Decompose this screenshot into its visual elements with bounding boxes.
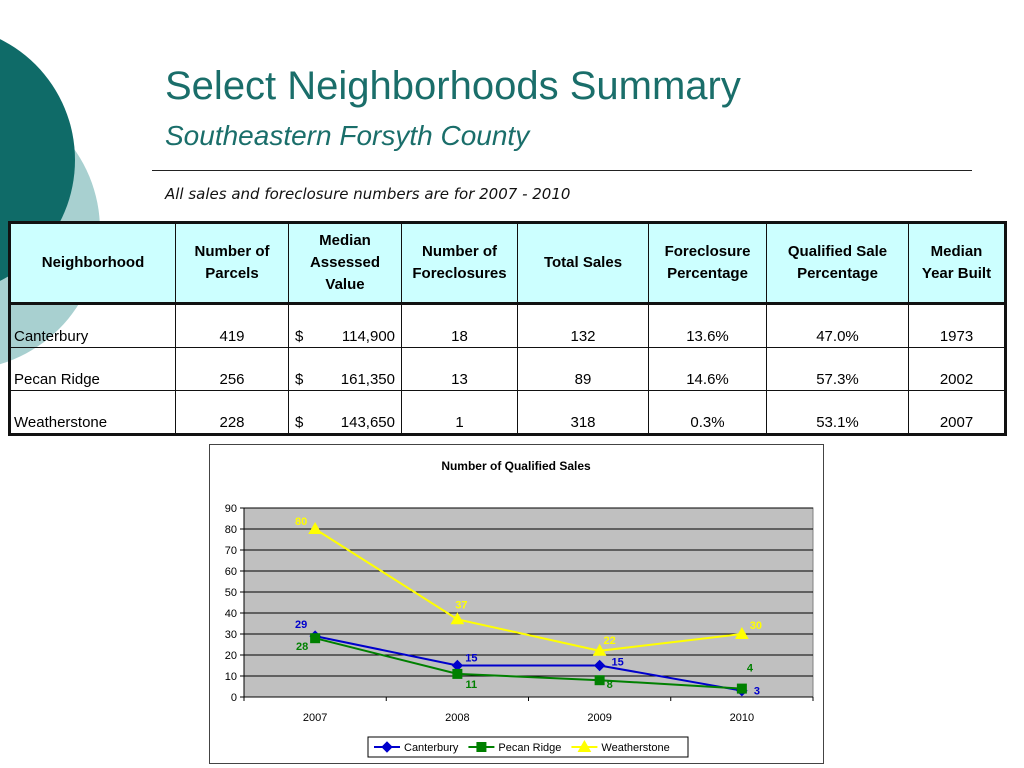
cell-year-built: 2007 [908,390,1006,435]
y-tick-label: 90 [225,503,237,515]
data-label: 22 [604,635,616,647]
data-label: 15 [612,657,624,669]
header-qualified-pct: Qualified Sale Percentage [766,222,909,305]
data-point-marker [736,683,747,694]
y-tick-label: 10 [225,671,237,683]
plot-area [243,507,814,698]
data-label: 11 [466,679,478,691]
data-point-marker [592,643,607,656]
x-tick-label: 2007 [303,712,327,724]
neighborhood-summary-table: Neighborhood Number of Parcels Median As… [8,221,1007,436]
header-parcels: Number of Parcels [175,222,289,305]
page-subtitle: Southeastern Forsyth County [165,120,530,151]
cell-total-sales: 89 [517,347,649,391]
cell-parcels: 419 [175,303,289,348]
currency-symbol: $ [295,328,304,345]
y-tick-label: 80 [225,524,237,536]
currency-symbol: $ [295,371,304,388]
data-label: 37 [455,599,467,611]
table-row: Canterbury 419 $114,900 18 132 13.6% 47.… [9,303,1006,348]
data-label: 3 [754,686,760,698]
cell-foreclosure-pct: 13.6% [648,303,767,348]
title-divider [152,170,972,171]
x-tick-label: 2009 [587,712,611,724]
value-amount: 161,350 [340,371,395,388]
cell-parcels: 228 [175,390,289,435]
table-header-row: Neighborhood Number of Parcels Median As… [9,222,1006,305]
y-tick-label: 30 [225,629,237,641]
data-label: 15 [465,653,477,665]
header-assessed-value: Median Assessed Value [288,222,402,305]
page-title: Select Neighborhoods Summary [165,64,741,108]
data-point-marker [593,659,606,672]
cell-neighborhood: Pecan Ridge [9,347,176,391]
data-label: 30 [750,620,762,632]
series-line-weatherstone [314,528,742,652]
value-amount: 114,900 [341,328,395,345]
cell-foreclosures: 13 [401,347,518,391]
cell-year-built: 2002 [908,347,1006,391]
data-label: 4 [747,663,754,675]
legend-label: Canterbury [404,742,459,754]
data-label: 28 [296,641,308,653]
cell-neighborhood: Canterbury [9,303,176,348]
cell-parcels: 256 [175,347,289,391]
header-year-built: Median Year Built [908,222,1006,305]
header-total-sales: Total Sales [517,222,649,305]
data-point-marker [452,668,463,679]
cell-year-built: 1973 [908,303,1006,348]
data-point-marker [308,521,322,534]
y-tick-label: 70 [225,545,237,557]
data-label: 29 [295,619,307,631]
legend-label: Weatherstone [601,742,669,754]
cell-foreclosure-pct: 14.6% [648,347,767,391]
legend-label: Pecan Ridge [498,742,561,754]
legend-box [367,736,689,758]
table-row: Weatherstone 228 $143,650 1 318 0.3% 53.… [9,390,1006,435]
y-tick-label: 60 [225,566,237,578]
table-row: Pecan Ridge 256 $161,350 13 89 14.6% 57.… [9,347,1006,391]
legend-marker [476,742,487,752]
series-line-canterbury [314,635,743,692]
cell-foreclosure-pct: 0.3% [648,390,767,435]
date-range-note: All sales and foreclosure numbers are fo… [165,185,571,203]
header-neighborhood: Neighborhood [9,222,176,305]
legend-marker [577,739,592,752]
cell-qualified-pct: 47.0% [766,303,909,348]
cell-assessed-value: $161,350 [288,347,402,391]
cell-total-sales: 132 [517,303,649,348]
chart-title: Number of Qualified Sales [441,459,591,473]
cell-foreclosures: 1 [401,390,518,435]
value-amount: 143,650 [340,414,395,431]
y-tick-label: 20 [225,650,237,662]
cell-total-sales: 318 [517,390,649,435]
qualified-sales-chart: Number of Qualified Sales 0 10 20 30 40 50 60 7… [209,444,824,764]
cell-assessed-value: $114,900 [288,303,402,348]
dark-circle-shape [0,39,75,281]
currency-symbol: $ [295,414,304,431]
legend-marker [381,741,393,753]
y-tick-label: 50 [225,587,237,599]
x-tick-label: 2010 [730,712,754,724]
cell-assessed-value: $143,650 [288,390,402,435]
data-point-marker [310,633,321,644]
data-label: 80 [295,516,307,528]
cell-qualified-pct: 57.3% [766,347,909,391]
cell-qualified-pct: 53.1% [766,390,909,435]
header-foreclosure-pct: Foreclosure Percentage [648,222,767,305]
x-tick-label: 2008 [445,712,469,724]
cell-neighborhood: Weatherstone [9,390,176,435]
chart-canvas: Number of Qualified Sales 0 10 20 30 40 50 60 7… [225,459,814,758]
data-point-marker [450,612,465,625]
data-point-marker [594,675,605,686]
data-point-marker [735,626,749,639]
y-tick-label: 40 [225,608,237,620]
series-line-pecan-ridge [314,637,742,690]
y-tick-label: 0 [231,692,237,704]
cell-foreclosures: 18 [401,303,518,348]
header-foreclosures: Number of Foreclosures [401,222,518,305]
data-label: 8 [607,679,613,691]
